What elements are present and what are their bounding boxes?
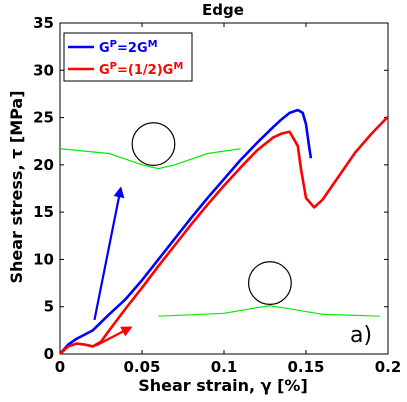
y-tick-label: 0 <box>44 345 54 363</box>
panel-label: a) <box>350 323 372 348</box>
legend-box <box>63 32 193 82</box>
y-tick-label: 30 <box>33 61 54 79</box>
x-axis-label: Shear strain, γ [%] <box>138 376 308 395</box>
y-tick-label: 5 <box>44 298 54 316</box>
y-tick-label: 10 <box>33 250 54 268</box>
y-tick-label: 20 <box>33 156 54 174</box>
y-axis-label: Shear stress, τ [MPa] <box>7 90 26 283</box>
y-tick-label: 15 <box>33 203 54 221</box>
blue-arrow <box>93 186 125 321</box>
legend-label: GP=2GM <box>99 39 158 57</box>
x-tick-label: 0.15 <box>287 358 324 376</box>
series-line-blue <box>60 108 313 354</box>
x-tick-label: 0 <box>55 358 65 376</box>
inset-interface-curve <box>59 148 241 170</box>
legend-label: GP=(1/2)GM <box>99 61 183 79</box>
x-tick-label: 0.1 <box>211 358 238 376</box>
inset-particle-circle <box>131 122 176 166</box>
x-tick-label: 0.2 <box>375 358 402 376</box>
plot-area: 0 0.05 0.1 0.15 0.2 0 5 10 15 20 25 30 35 GP=2GM GP=(1… <box>33 14 401 376</box>
y-tick-label: 35 <box>33 14 54 32</box>
series-line-red <box>60 115 388 354</box>
inset-interface-curve <box>158 305 380 317</box>
y-tick-label: 25 <box>33 109 54 127</box>
x-tick-label: 0.05 <box>123 358 160 376</box>
inset-particle-circle <box>248 261 292 305</box>
chart-title: Edge <box>202 1 244 19</box>
